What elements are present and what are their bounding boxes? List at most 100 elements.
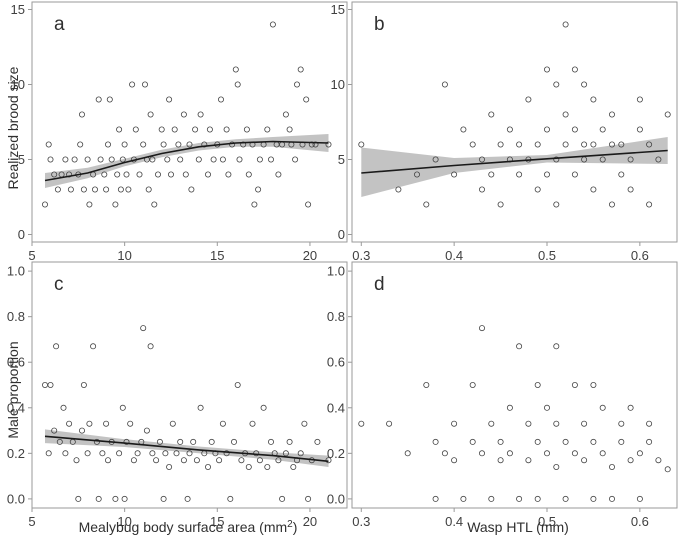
- data-point: [423, 381, 430, 388]
- data-point: [553, 156, 560, 163]
- data-point: [516, 343, 523, 350]
- data-point: [325, 141, 332, 148]
- data-point: [54, 186, 61, 193]
- data-point: [581, 141, 588, 148]
- data-point: [646, 141, 653, 148]
- data-point: [42, 201, 49, 208]
- data-point: [571, 171, 578, 178]
- data-point: [286, 438, 293, 445]
- data-point: [158, 126, 165, 133]
- data-point: [169, 420, 176, 427]
- x-tick-label: 0.4: [445, 514, 463, 529]
- x-tick-label: 0.6: [631, 514, 649, 529]
- data-point: [86, 201, 93, 208]
- data-point: [117, 186, 124, 193]
- data-point: [225, 171, 232, 178]
- data-point: [599, 404, 606, 411]
- data-point: [192, 126, 199, 133]
- trend-line: [44, 140, 329, 182]
- data-point: [451, 457, 458, 464]
- y-tick-label: 5: [18, 152, 25, 167]
- y-tick-label: 1.0: [7, 264, 25, 279]
- data-point: [134, 450, 141, 457]
- data-point: [93, 438, 100, 445]
- data-point: [204, 171, 211, 178]
- data-point: [275, 171, 282, 178]
- data-point: [497, 201, 504, 208]
- x-tick-label: 0.3: [352, 248, 370, 263]
- panel-c: 5 10 15 20 0.0 0.2 0.4 0.6 0.8 1.0 c: [7, 261, 348, 529]
- y-tick-label: 0.2: [327, 446, 345, 461]
- data-point: [441, 81, 448, 88]
- panel-label: a: [54, 14, 65, 35]
- data-point: [171, 126, 178, 133]
- confidence-band: [45, 134, 329, 188]
- data-point: [256, 457, 263, 464]
- data-point: [451, 420, 458, 427]
- data-point: [590, 438, 597, 445]
- data-point: [562, 21, 569, 28]
- data-point: [534, 438, 541, 445]
- data-point: [432, 438, 439, 445]
- data-point: [404, 450, 411, 457]
- data-point: [469, 438, 476, 445]
- data-point: [618, 141, 625, 148]
- data-point: [232, 66, 239, 73]
- data-point: [208, 438, 215, 445]
- data-point: [154, 171, 161, 178]
- data-point: [62, 450, 69, 457]
- data-point: [627, 156, 634, 163]
- data-point: [275, 457, 282, 464]
- data-point: [73, 457, 80, 464]
- data-point: [108, 156, 115, 163]
- data-point: [664, 111, 671, 118]
- data-point: [112, 201, 119, 208]
- data-point: [47, 381, 54, 388]
- data-point: [562, 495, 569, 502]
- data-point: [590, 381, 597, 388]
- y-tick-label: 0.2: [7, 446, 25, 461]
- data-point: [599, 126, 606, 133]
- x-axis-label-left: Mealybug body surface area (mm2): [79, 519, 298, 536]
- x-axis-label-right: Wasp HTL (mm): [467, 519, 569, 535]
- data-point: [506, 404, 513, 411]
- data-point: [80, 381, 87, 388]
- y-tick-label: 1.0: [327, 264, 345, 279]
- data-point: [413, 171, 420, 178]
- data-point: [123, 438, 130, 445]
- data-point: [488, 171, 495, 178]
- data-point: [478, 156, 485, 163]
- data-point: [151, 201, 158, 208]
- data-point: [204, 463, 211, 470]
- data-point: [180, 457, 187, 464]
- data-point: [264, 126, 271, 133]
- data-point: [251, 201, 258, 208]
- data-point: [105, 141, 112, 148]
- x-tick-label: 5: [28, 248, 35, 263]
- data-point: [175, 141, 182, 148]
- x-tick-label: 0.4: [445, 248, 463, 263]
- data-point: [269, 21, 276, 28]
- data-point: [245, 171, 252, 178]
- data-point: [103, 186, 110, 193]
- data-point: [130, 457, 137, 464]
- data-point: [90, 343, 97, 350]
- data-point: [66, 171, 73, 178]
- data-point: [305, 495, 312, 502]
- data-point: [286, 126, 293, 133]
- data-point: [525, 96, 532, 103]
- panel-label: d: [374, 274, 385, 295]
- y-tick-label: 15: [331, 2, 345, 17]
- data-point: [119, 404, 126, 411]
- data-point: [186, 450, 193, 457]
- data-point: [234, 81, 241, 88]
- data-point: [180, 111, 187, 118]
- data-point: [186, 141, 193, 148]
- data-point: [497, 457, 504, 464]
- data-point: [599, 450, 606, 457]
- data-point: [599, 156, 606, 163]
- data-point: [166, 96, 173, 103]
- data-point: [197, 111, 204, 118]
- data-point: [553, 201, 560, 208]
- data-point: [112, 495, 119, 502]
